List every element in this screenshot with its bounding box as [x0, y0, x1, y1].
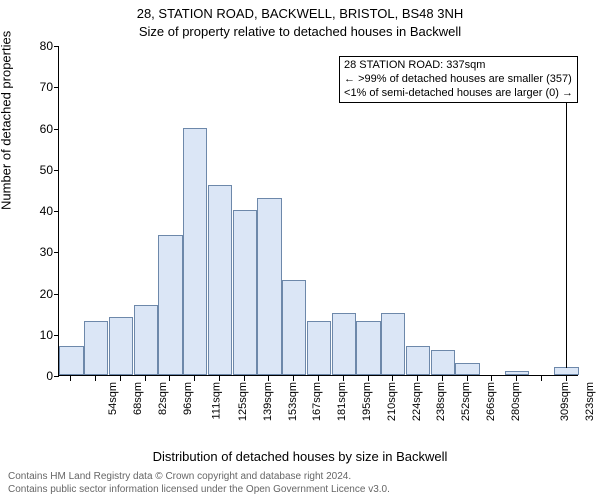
x-tick-label: 139sqm: [262, 382, 274, 421]
y-tick: [54, 294, 59, 295]
y-tick-label: 70: [25, 80, 53, 94]
annotation-line1: 28 STATION ROAD: 337sqm: [344, 59, 573, 73]
bar: [356, 321, 380, 375]
x-tick: [442, 376, 443, 381]
x-tick: [219, 376, 220, 381]
x-tick: [516, 376, 517, 381]
bar: [233, 210, 257, 375]
x-tick: [417, 376, 418, 381]
x-tick-label: 167sqm: [312, 382, 324, 421]
y-tick: [54, 252, 59, 253]
footer-attribution: Contains HM Land Registry data © Crown c…: [8, 471, 390, 496]
x-tick: [566, 376, 567, 381]
bar: [183, 128, 207, 376]
x-tick: [169, 376, 170, 381]
bar: [282, 280, 306, 375]
x-tick-label: 323sqm: [584, 382, 596, 421]
x-tick: [70, 376, 71, 381]
footer-line2: Contains public sector information licen…: [8, 484, 390, 497]
property-size-chart: 28, STATION ROAD, BACKWELL, BRISTOL, BS4…: [0, 0, 600, 500]
x-tick: [95, 376, 96, 381]
bar: [59, 346, 83, 375]
y-tick-label: 10: [25, 328, 53, 342]
y-tick-label: 0: [25, 369, 53, 383]
x-tick-label: 82sqm: [157, 382, 169, 415]
x-tick-label: 280sqm: [510, 382, 522, 421]
x-tick: [491, 376, 492, 381]
x-tick-label: 153sqm: [287, 382, 299, 421]
x-tick: [368, 376, 369, 381]
x-tick: [293, 376, 294, 381]
x-tick-label: 111sqm: [211, 382, 223, 420]
x-tick-label: 54sqm: [107, 382, 119, 415]
chart-title-line2: Size of property relative to detached ho…: [0, 24, 600, 39]
bar: [257, 198, 281, 375]
y-axis-label: Number of detached properties: [0, 31, 14, 210]
x-tick-label: 125sqm: [237, 382, 249, 421]
x-tick-label: 96sqm: [182, 382, 194, 415]
y-tick-label: 50: [25, 163, 53, 177]
x-tick-label: 210sqm: [386, 382, 398, 421]
x-tick-label: 309sqm: [559, 382, 571, 421]
bar: [307, 321, 331, 375]
y-tick-label: 20: [25, 287, 53, 301]
x-tick: [318, 376, 319, 381]
y-tick: [54, 211, 59, 212]
x-tick: [392, 376, 393, 381]
annotation-line3: <1% of semi-detached houses are larger (…: [344, 87, 573, 101]
x-axis-label: Distribution of detached houses by size …: [0, 449, 600, 464]
annotation-arrow: [566, 103, 567, 368]
annotation-box: 28 STATION ROAD: 337sqm ← >99% of detach…: [339, 56, 578, 103]
x-tick: [467, 376, 468, 381]
chart-title-line1: 28, STATION ROAD, BACKWELL, BRISTOL, BS4…: [0, 6, 600, 21]
x-tick-area: 54sqm 68sqm 82sqm 96sqm 111sqm 125sqm 139sqm 15…: [58, 376, 578, 436]
bar: [381, 313, 405, 375]
bar: [431, 350, 455, 375]
y-tick: [54, 335, 59, 336]
x-tick-label: 266sqm: [485, 382, 497, 421]
y-tick: [54, 170, 59, 171]
bar: [84, 321, 108, 375]
x-tick-label: 68sqm: [132, 382, 144, 415]
bar: [158, 235, 182, 375]
bar: [332, 313, 356, 375]
bar: [134, 305, 158, 375]
x-tick: [145, 376, 146, 381]
y-tick: [54, 87, 59, 88]
y-tick-label: 80: [25, 39, 53, 53]
bar: [455, 363, 479, 375]
y-tick-label: 40: [25, 204, 53, 218]
footer-line1: Contains HM Land Registry data © Crown c…: [8, 471, 390, 484]
x-tick-label: 238sqm: [435, 382, 447, 421]
x-tick-label: 181sqm: [336, 382, 348, 421]
x-tick: [120, 376, 121, 381]
x-tick: [541, 376, 542, 381]
x-tick-label: 252sqm: [460, 382, 472, 421]
bar: [208, 185, 232, 375]
bar: [554, 367, 578, 375]
y-tick: [54, 46, 59, 47]
annotation-line2: ← >99% of detached houses are smaller (3…: [344, 73, 573, 87]
x-tick: [194, 376, 195, 381]
bar: [505, 371, 529, 375]
y-tick-label: 30: [25, 245, 53, 259]
bar: [109, 317, 133, 375]
x-tick: [343, 376, 344, 381]
x-tick: [268, 376, 269, 381]
x-tick: [244, 376, 245, 381]
x-tick-label: 224sqm: [411, 382, 423, 421]
y-tick-label: 60: [25, 122, 53, 136]
y-tick: [54, 129, 59, 130]
x-tick-label: 195sqm: [361, 382, 373, 421]
bar: [406, 346, 430, 375]
